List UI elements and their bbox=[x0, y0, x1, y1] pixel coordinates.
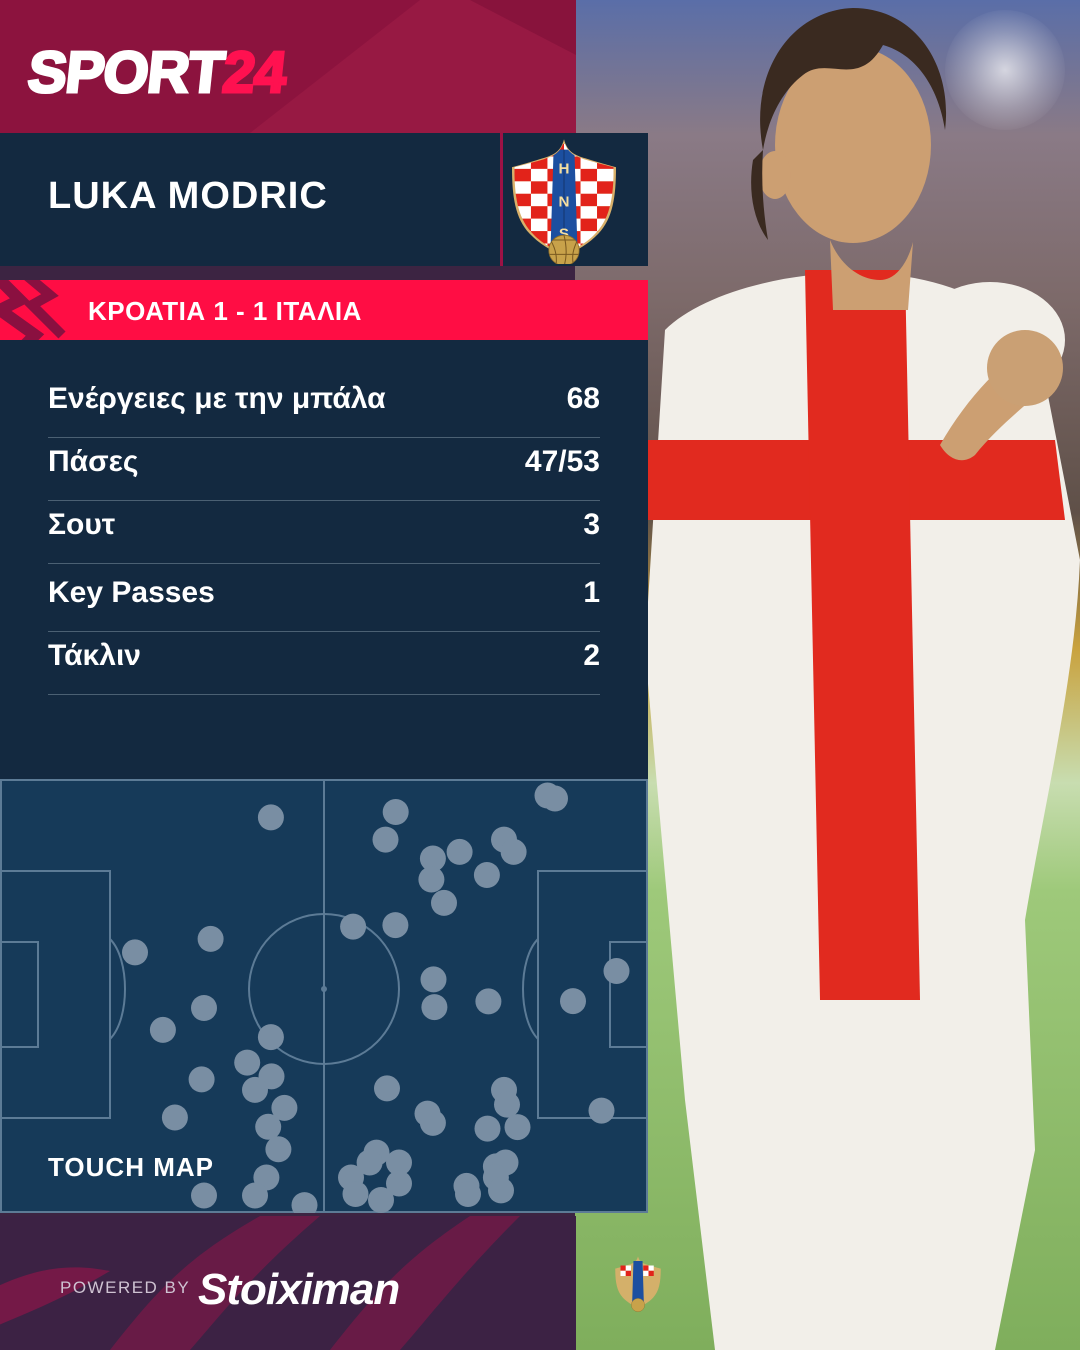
svg-text:H: H bbox=[559, 161, 570, 178]
svg-text:Stoiximan: Stoiximan bbox=[198, 1265, 399, 1314]
svg-text:SPORT24: SPORT24 bbox=[25, 40, 291, 105]
svg-text:N: N bbox=[559, 193, 570, 210]
